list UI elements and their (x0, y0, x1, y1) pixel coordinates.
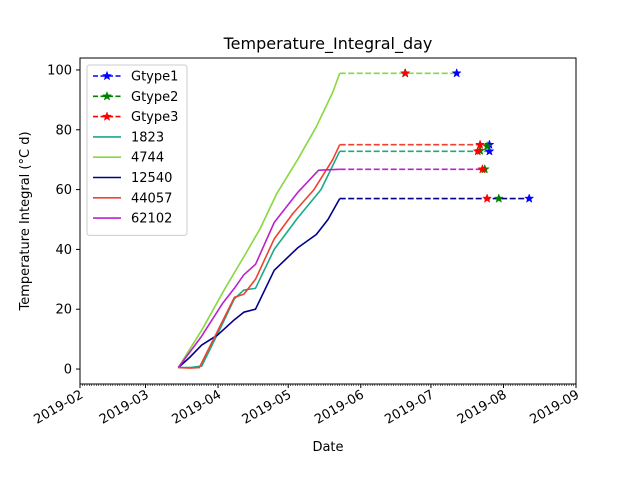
data-point-star (482, 193, 493, 203)
legend-label: Gtype1 (131, 70, 178, 85)
y-axis-title: Temperature Integral (°C d) (18, 131, 33, 311)
data-point-star (477, 163, 488, 174)
data-point-star (400, 67, 411, 78)
y-tick-label: 40 (55, 243, 72, 258)
legend-marker (101, 111, 113, 121)
data-point-star (451, 67, 462, 78)
data-point-star (475, 139, 486, 150)
legend-label: 62102 (131, 212, 172, 227)
legend-label: Gtype3 (131, 110, 178, 125)
y-tick-label: 80 (55, 123, 72, 138)
series-line (177, 168, 340, 369)
y-tick-label: 20 (55, 303, 72, 318)
y-tick-label: 60 (55, 183, 72, 198)
data-point-star (524, 193, 535, 203)
legend-item: Gtype2 (93, 90, 178, 105)
legend: Gtype1 Gtype2 Gtype3 1823 4744 12540 44057 6210… (86, 64, 188, 236)
y-axis: 0 20 40 60 80 100 (47, 63, 80, 378)
legend-item: Gtype3 (93, 110, 178, 125)
legend-item: 44057 (93, 191, 172, 206)
legend-item: 1823 (93, 130, 164, 145)
chart-title: Temperature_Integral_day (223, 34, 433, 54)
data-point-star (472, 145, 483, 156)
legend-box (86, 64, 188, 236)
series-1823 (178, 150, 490, 369)
legend-marker (101, 90, 113, 101)
series-Gtype3 (400, 67, 493, 203)
data-point-star (493, 193, 504, 203)
y-tick-label: 100 (47, 63, 72, 78)
legend-marker (101, 70, 113, 81)
legend-label: 1823 (131, 130, 164, 145)
series-line (178, 144, 341, 369)
series-44057 (178, 143, 490, 369)
legend-label: 4744 (131, 151, 164, 166)
legend-item: 12540 (93, 171, 172, 186)
series-line (178, 150, 341, 369)
legend-label: 12540 (131, 171, 172, 186)
data-point-star (484, 145, 495, 156)
data-point-star (482, 140, 493, 151)
legend-item: 62102 (93, 212, 172, 227)
x-axis-title: Date (312, 440, 343, 455)
legend-item: 4744 (93, 151, 164, 166)
series-line (177, 198, 341, 369)
legend-label: 44057 (131, 191, 172, 206)
legend-label: Gtype2 (131, 90, 178, 105)
legend-item: Gtype1 (93, 70, 178, 85)
series-12540 (177, 197, 530, 369)
series-line (177, 73, 341, 369)
series-62102 (177, 168, 485, 369)
y-tick-label: 0 (64, 363, 72, 378)
